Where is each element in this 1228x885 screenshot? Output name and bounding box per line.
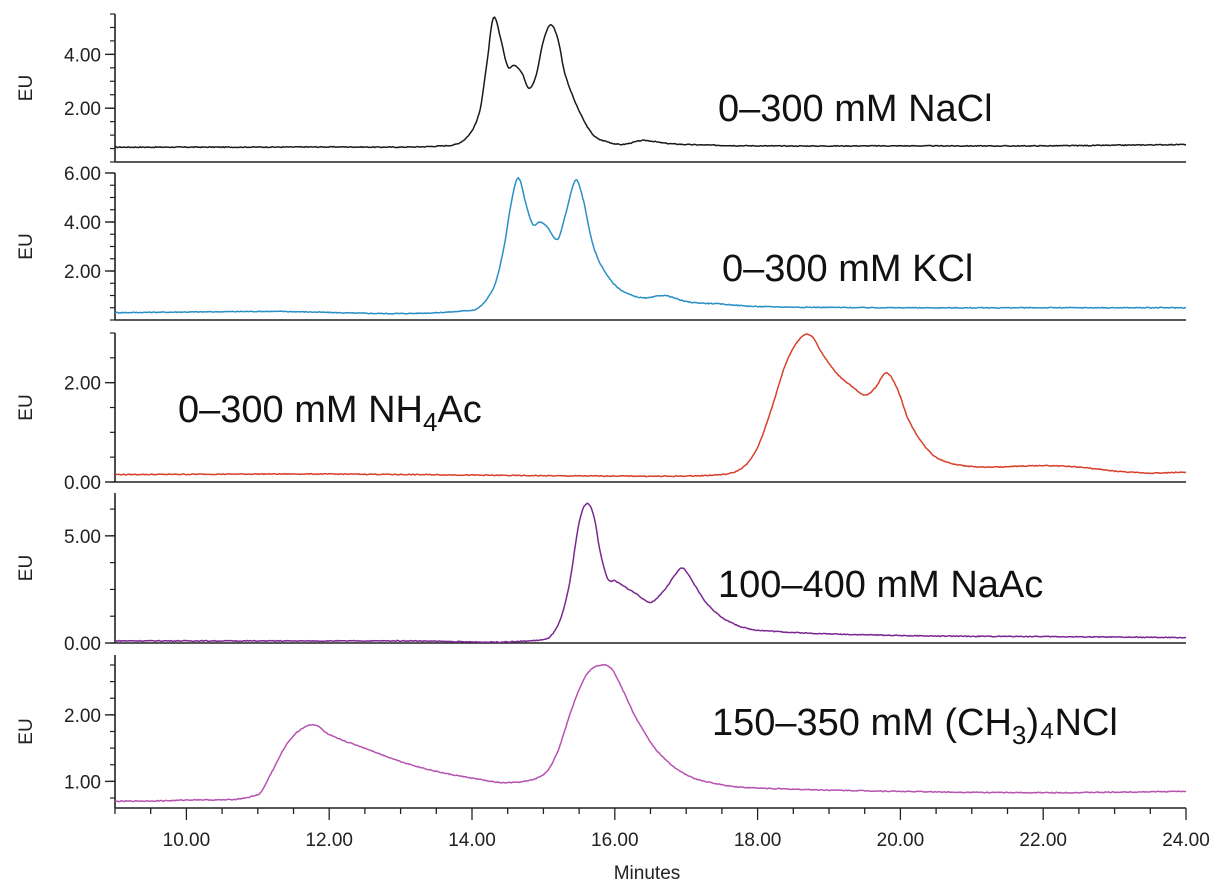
annotation-main: 0–300 mM KCl [722,248,973,290]
annotation-tail: )₄NCl [1026,702,1118,744]
x-tick-label: 20.00 [877,830,925,851]
annotation-tail: Ac [437,389,481,431]
x-tick-label: 10.00 [163,830,211,851]
x-tick-label: 16.00 [591,830,639,851]
y-tick-label: 2.00 [64,99,101,120]
chart-panels: 2.00 4.00 EU 0–300 mM NaCl 2.00 4.00 6.00 EU 0–3… [16,13,1187,809]
y-axis-label: EU [16,555,37,581]
x-tick-label: 12.00 [305,830,353,851]
panel-3: 0.00 2.00 EU 0–300 mM NH4Ac [16,332,1186,494]
y-tick-label: 0.00 [64,473,101,494]
panel-1: 2.00 4.00 EU 0–300 mM NaCl [16,13,1187,163]
y-tick-label: 1.00 [64,772,101,793]
x-tick-label: 24.00 [1162,830,1210,851]
panel-5: 1.00 2.00 EU 150–350 mM (CH3)₄NCl [16,655,1187,809]
y-axis-label: EU [16,75,37,101]
series-line [114,663,1187,803]
series-line [114,502,1187,644]
x-tick-label: 22.00 [1019,830,1067,851]
x-axis: 10.00 12.00 14.00 16.00 18.00 20.00 22.00 24.00 [114,808,1210,851]
y-axis-label: EU [16,394,37,420]
series-line [114,333,1186,478]
series-annotation: 150–350 mM (CH3)₄NCl [712,702,1118,750]
y-tick-label: 0.00 [64,634,101,655]
series-annotation: 0–300 mM NaCl [718,88,993,130]
series-line [114,177,1187,315]
series-annotation: 100–400 mM NaAc [718,564,1043,606]
annotation-main: 100–400 mM NaAc [718,564,1043,606]
annotation-main: 0–300 mM NH [178,389,423,431]
x-tick-label: 18.00 [734,830,782,851]
x-tick-label: 14.00 [448,830,496,851]
annotation-main: 150–350 mM (CH [712,702,1012,744]
y-tick-label: 2.00 [64,374,101,395]
panel-4: 0.00 5.00 EU 100–400 mM NaAc [16,493,1187,655]
y-tick-label: 2.00 [64,706,101,727]
y-axis-label: EU [16,718,37,744]
y-tick-label: 4.00 [64,45,101,66]
annotation-main: 0–300 mM NaCl [718,88,993,130]
annotation-subscript: 3 [1012,720,1026,750]
series-annotation: 0–300 mM KCl [722,248,973,290]
x-axis-label: Minutes [614,863,681,884]
y-axis-label: EU [16,233,37,259]
panel-2: 2.00 4.00 6.00 EU 0–300 mM KCl [16,164,1187,321]
y-tick-label: 4.00 [64,213,101,234]
series-line [114,16,1187,149]
y-tick-label: 5.00 [64,527,101,548]
y-tick-label: 6.00 [64,164,101,185]
series-annotation: 0–300 mM NH4Ac [178,389,482,437]
annotation-subscript: 4 [423,407,437,437]
y-tick-label: 2.00 [64,262,101,283]
